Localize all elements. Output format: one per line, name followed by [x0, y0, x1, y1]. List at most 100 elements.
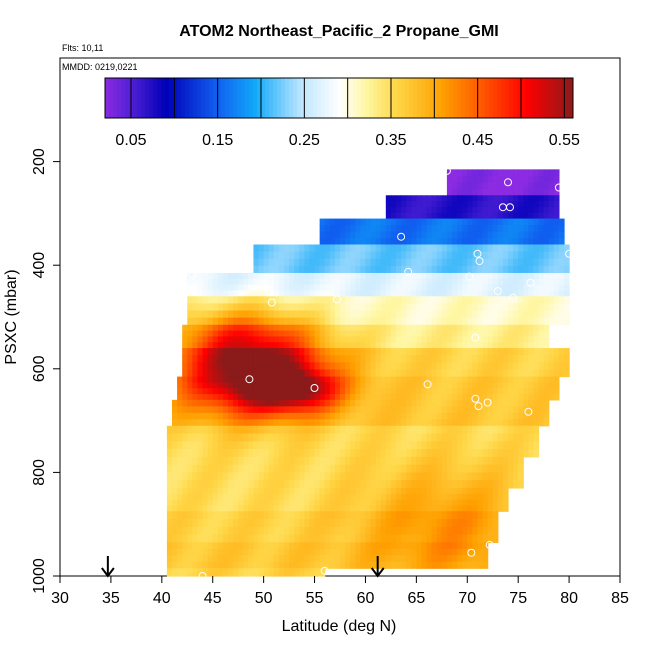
heatmap-cell — [202, 388, 209, 395]
heatmap-cell — [309, 472, 316, 481]
heatmap-cell — [299, 369, 305, 378]
heatmap-cell — [385, 511, 392, 520]
heatmap-cell — [538, 369, 545, 378]
heatmap-cell — [426, 265, 433, 274]
heatmap-cell — [263, 272, 270, 280]
heatmap-cell — [304, 376, 311, 383]
heatmap-cell — [431, 244, 438, 253]
heatmap-cell — [355, 369, 361, 378]
heatmap-cell — [177, 480, 183, 489]
heatmap-cell — [436, 382, 443, 389]
heatmap-cell — [233, 310, 239, 319]
heatmap-cell — [253, 472, 260, 481]
heatmap-cell — [360, 399, 367, 407]
heatmap-cell — [334, 258, 341, 267]
heatmap-cell — [258, 342, 265, 349]
heatmap-cell — [472, 348, 479, 356]
heatmap-cell — [253, 480, 260, 489]
heatmap-cell — [345, 464, 351, 473]
heatmap-cell — [396, 511, 402, 520]
heatmap-cell — [462, 464, 468, 473]
heatmap-cell — [564, 251, 570, 260]
heatmap-cell — [289, 511, 295, 520]
heatmap-cell — [487, 195, 494, 202]
heatmap-cell — [446, 412, 453, 420]
heatmap-cell — [340, 511, 346, 520]
heatmap-cell — [380, 441, 387, 450]
heatmap-cell — [564, 348, 570, 356]
heatmap-cell — [508, 182, 514, 190]
heatmap-cell — [452, 499, 458, 507]
heatmap-cell — [385, 342, 392, 349]
heatmap-cell — [278, 441, 285, 450]
heatmap-cell — [462, 394, 468, 401]
heatmap-cell — [467, 218, 473, 226]
heatmap-cell — [289, 572, 295, 575]
heatmap-cell — [401, 225, 407, 233]
heatmap-cell — [558, 218, 565, 226]
heatmap-cell — [497, 175, 504, 183]
y-tick-label: 400 — [31, 252, 48, 279]
heatmap-cell — [233, 399, 239, 407]
heatmap-cell — [396, 225, 402, 233]
heatmap-cell — [355, 278, 361, 286]
heatmap-cell — [268, 499, 275, 507]
heatmap-cell — [202, 487, 209, 495]
heatmap-cell — [492, 225, 499, 233]
heatmap-cell — [513, 464, 519, 473]
heatmap-cell — [319, 238, 326, 246]
heatmap-cell — [258, 278, 265, 286]
heatmap-cell — [467, 272, 473, 280]
heatmap-cell — [380, 394, 387, 401]
heatmap-cell — [385, 303, 392, 312]
heatmap-cell — [172, 406, 178, 414]
heatmap-cell — [431, 472, 438, 481]
heatmap-cell — [375, 449, 382, 458]
heatmap-cell — [548, 362, 555, 371]
heatmap-cell — [441, 394, 448, 401]
heatmap-cell — [324, 493, 331, 501]
heatmap-cell — [523, 412, 529, 420]
heatmap-cell — [533, 441, 540, 450]
heatmap-cell — [421, 238, 428, 246]
heatmap-cell — [207, 568, 214, 571]
heatmap-cell — [299, 449, 305, 458]
heatmap-cell — [314, 561, 321, 569]
colorbar-segment — [157, 78, 162, 118]
heatmap-cell — [416, 348, 423, 356]
heatmap-cell — [334, 231, 341, 239]
heatmap-cell — [329, 376, 336, 383]
heatmap-cell — [452, 548, 458, 556]
heatmap-cell — [446, 362, 453, 371]
heatmap-cell — [233, 433, 239, 442]
heatmap-cell — [345, 542, 351, 550]
heatmap-cell — [294, 303, 300, 312]
heatmap-cell — [380, 548, 387, 556]
heatmap-cell — [350, 310, 356, 319]
heatmap-cell — [518, 290, 524, 297]
heatmap-cell — [355, 265, 361, 274]
heatmap-cell — [299, 526, 305, 536]
heatmap-cell — [350, 324, 356, 332]
heatmap-cell — [243, 336, 249, 343]
heatmap-cell — [538, 212, 545, 220]
heatmap-cell — [375, 505, 382, 512]
heatmap-cell — [518, 441, 524, 450]
heatmap-cell — [502, 336, 509, 343]
heatmap-cell — [197, 456, 204, 466]
heatmap-cell — [360, 493, 367, 501]
heatmap-cell — [538, 284, 545, 292]
heatmap-cell — [487, 369, 494, 378]
heatmap-cell — [299, 480, 305, 489]
heatmap-cell — [294, 399, 300, 407]
heatmap-cell — [538, 244, 545, 253]
heatmap-cell — [253, 310, 260, 319]
heatmap-cell — [233, 382, 239, 389]
sample-point — [483, 398, 492, 407]
heatmap-cell — [278, 251, 285, 260]
heatmap-cell — [340, 399, 346, 407]
heatmap-cell — [482, 175, 489, 183]
heatmap-cell — [421, 505, 428, 512]
heatmap-cell — [268, 433, 275, 442]
heatmap-cell — [345, 419, 351, 427]
